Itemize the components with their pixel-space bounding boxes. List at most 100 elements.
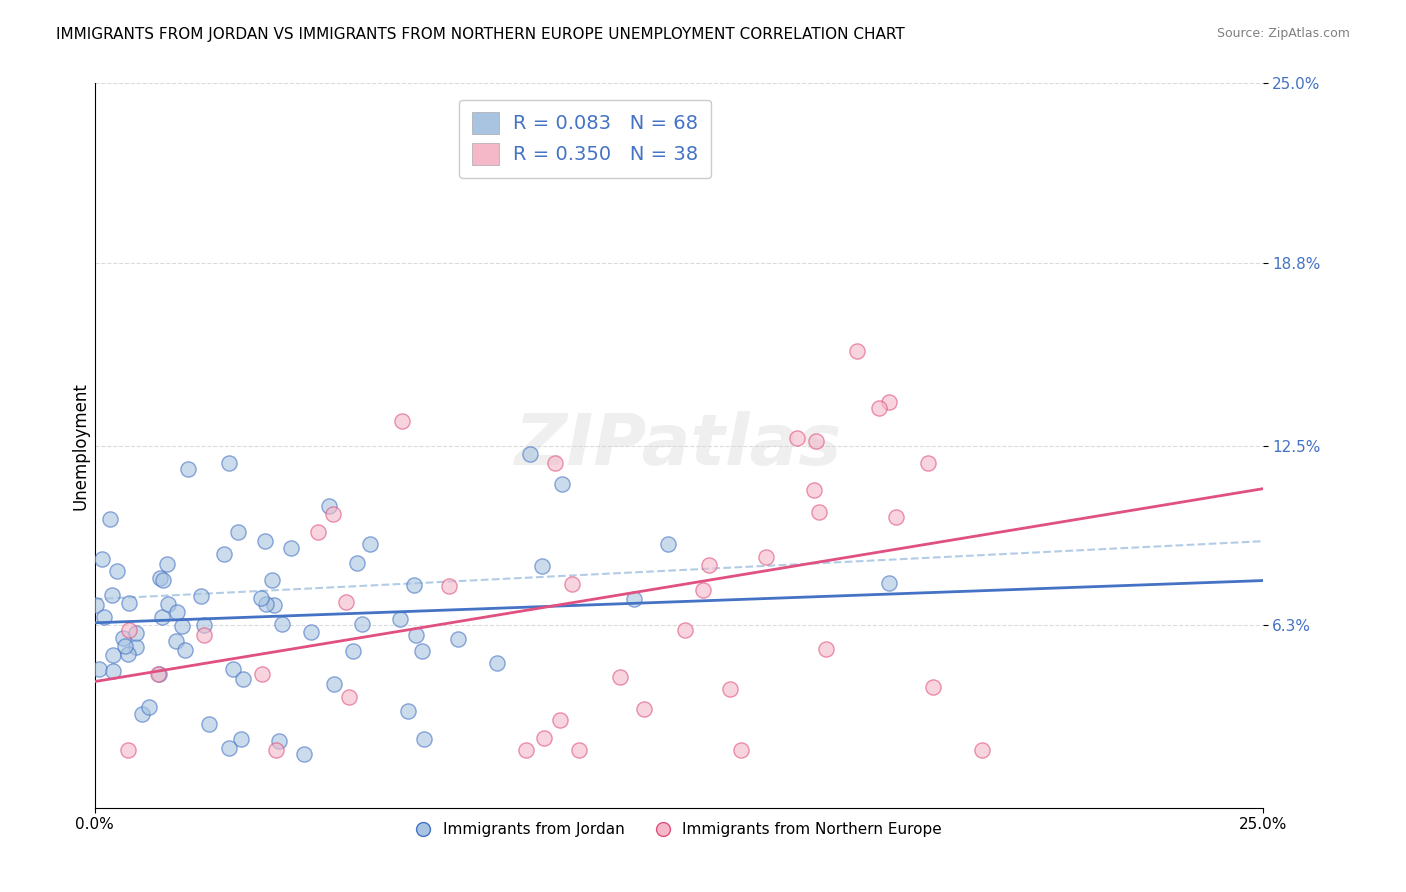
Point — [118, 596, 141, 610]
Point — [117, 743, 139, 757]
Point — [633, 702, 655, 716]
Point — [391, 413, 413, 427]
Point — [389, 612, 412, 626]
Point — [150, 610, 173, 624]
Point — [156, 557, 179, 571]
Point — [548, 713, 571, 727]
Legend: Immigrants from Jordan, Immigrants from Northern Europe: Immigrants from Jordan, Immigrants from … — [409, 816, 948, 844]
Point — [447, 632, 470, 647]
Point — [322, 677, 344, 691]
Point — [264, 743, 287, 757]
Text: IMMIGRANTS FROM JORDAN VS IMMIGRANTS FROM NORTHERN EUROPE UNEMPLOYMENT CORRELATI: IMMIGRANTS FROM JORDAN VS IMMIGRANTS FRO… — [56, 27, 905, 42]
Point — [260, 573, 283, 587]
Point — [846, 343, 869, 358]
Point — [533, 731, 555, 745]
Point — [359, 537, 381, 551]
Point — [267, 733, 290, 747]
Point — [335, 595, 357, 609]
Point — [157, 597, 180, 611]
Point — [165, 634, 187, 648]
Point — [250, 666, 273, 681]
Point — [730, 743, 752, 757]
Point — [190, 590, 212, 604]
Point — [172, 619, 194, 633]
Point — [868, 401, 890, 416]
Point — [609, 670, 631, 684]
Point — [515, 743, 537, 757]
Point — [396, 704, 419, 718]
Point — [568, 743, 591, 757]
Point — [755, 549, 778, 564]
Point — [197, 717, 219, 731]
Point — [212, 547, 235, 561]
Point — [404, 578, 426, 592]
Point — [84, 598, 107, 612]
Point — [519, 447, 541, 461]
Point — [93, 610, 115, 624]
Point — [232, 672, 254, 686]
Y-axis label: Unemployment: Unemployment — [72, 382, 89, 509]
Point — [322, 507, 344, 521]
Point — [221, 662, 243, 676]
Point — [218, 740, 240, 755]
Point — [657, 537, 679, 551]
Point — [413, 732, 436, 747]
Point — [193, 628, 215, 642]
Point — [346, 556, 368, 570]
Point — [623, 592, 645, 607]
Point — [138, 700, 160, 714]
Point — [318, 500, 340, 514]
Point — [917, 456, 939, 470]
Point — [561, 577, 583, 591]
Point — [804, 434, 827, 448]
Point — [117, 647, 139, 661]
Point — [112, 631, 135, 645]
Point — [263, 599, 285, 613]
Point — [118, 623, 141, 637]
Point — [149, 571, 172, 585]
Point — [253, 533, 276, 548]
Point — [101, 665, 124, 679]
Point — [152, 573, 174, 587]
Point — [218, 457, 240, 471]
Point — [125, 640, 148, 654]
Point — [125, 625, 148, 640]
Point — [350, 617, 373, 632]
Point — [177, 461, 200, 475]
Point — [803, 483, 825, 497]
Point — [530, 558, 553, 573]
Point — [229, 731, 252, 746]
Point — [673, 623, 696, 637]
Point — [307, 525, 329, 540]
Point — [815, 641, 838, 656]
Point — [91, 552, 114, 566]
Point — [226, 525, 249, 540]
Point — [884, 509, 907, 524]
Point — [405, 628, 427, 642]
Point — [101, 588, 124, 602]
Text: Source: ZipAtlas.com: Source: ZipAtlas.com — [1216, 27, 1350, 40]
Point — [146, 666, 169, 681]
Point — [292, 747, 315, 762]
Point — [299, 624, 322, 639]
Point — [87, 662, 110, 676]
Point — [193, 617, 215, 632]
Point — [131, 706, 153, 721]
Point — [786, 431, 808, 445]
Point — [877, 395, 900, 409]
Point — [280, 541, 302, 556]
Point — [922, 680, 945, 694]
Point — [256, 597, 278, 611]
Point — [174, 643, 197, 657]
Point — [437, 579, 460, 593]
Point — [972, 743, 994, 757]
Point — [250, 591, 273, 605]
Point — [877, 576, 900, 591]
Point — [107, 565, 129, 579]
Point — [101, 648, 124, 662]
Text: ZIPatlas: ZIPatlas — [515, 411, 842, 480]
Point — [148, 666, 170, 681]
Point — [486, 656, 509, 670]
Point — [337, 690, 360, 704]
Point — [411, 644, 433, 658]
